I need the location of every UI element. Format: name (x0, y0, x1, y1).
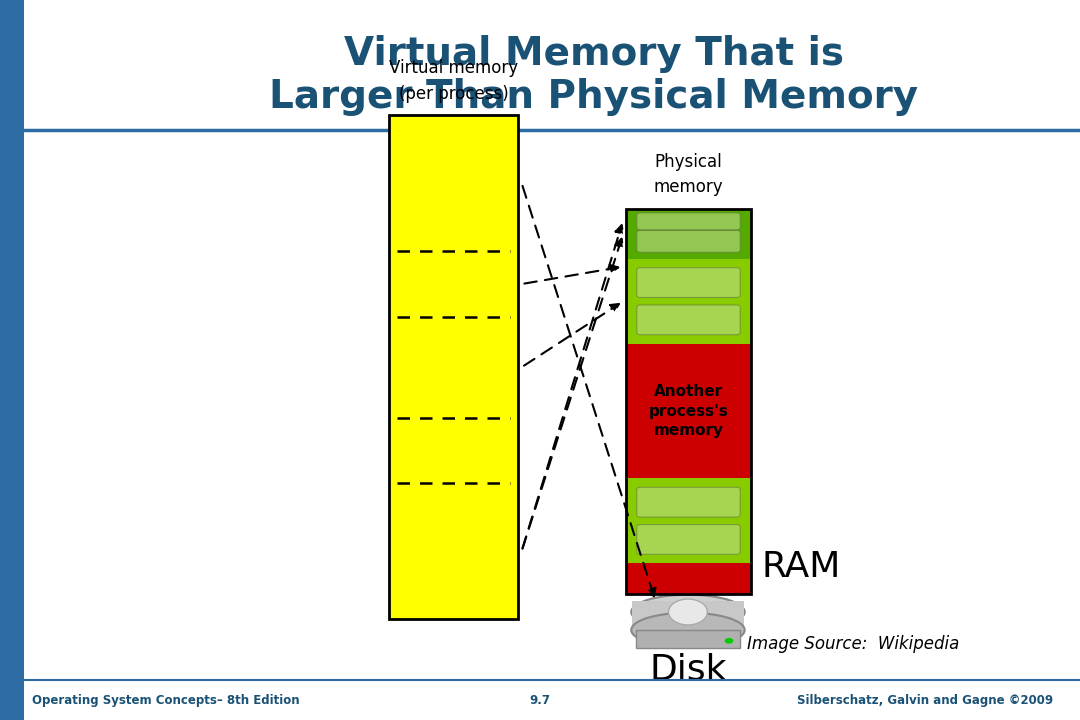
Text: Another
process's
memory: Another process's memory (649, 384, 728, 438)
Ellipse shape (631, 595, 745, 629)
Bar (626, 478, 751, 563)
Bar (626, 259, 751, 343)
Text: Virtual memory: Virtual memory (389, 59, 518, 77)
FancyBboxPatch shape (637, 213, 740, 230)
Text: Disk: Disk (649, 652, 727, 687)
Bar (389, 115, 518, 619)
FancyBboxPatch shape (637, 487, 740, 517)
Bar (626, 209, 751, 594)
Text: Larger Than Physical Memory: Larger Than Physical Memory (269, 78, 919, 116)
FancyBboxPatch shape (637, 525, 740, 554)
Text: (per process): (per process) (399, 85, 509, 102)
FancyBboxPatch shape (637, 305, 740, 335)
Ellipse shape (631, 613, 745, 647)
Circle shape (669, 599, 707, 625)
Text: Physical: Physical (654, 153, 723, 171)
Bar (632, 601, 744, 630)
Text: Silberschatz, Galvin and Gagne ©2009: Silberschatz, Galvin and Gagne ©2009 (797, 694, 1053, 707)
Text: Image Source:  Wikipedia: Image Source: Wikipedia (747, 636, 959, 654)
Bar (626, 209, 751, 259)
Bar (0, 0, 24, 720)
FancyBboxPatch shape (637, 268, 740, 297)
Text: Operating System Concepts– 8th Edition: Operating System Concepts– 8th Edition (32, 694, 300, 707)
Text: 9.7: 9.7 (529, 694, 551, 707)
Text: Virtual Memory That is: Virtual Memory That is (345, 35, 843, 73)
Text: memory: memory (653, 179, 724, 197)
Bar (626, 563, 751, 594)
FancyBboxPatch shape (637, 230, 740, 252)
Text: RAM: RAM (761, 550, 840, 584)
Bar (636, 630, 740, 648)
Circle shape (725, 638, 733, 644)
Bar (626, 343, 751, 478)
